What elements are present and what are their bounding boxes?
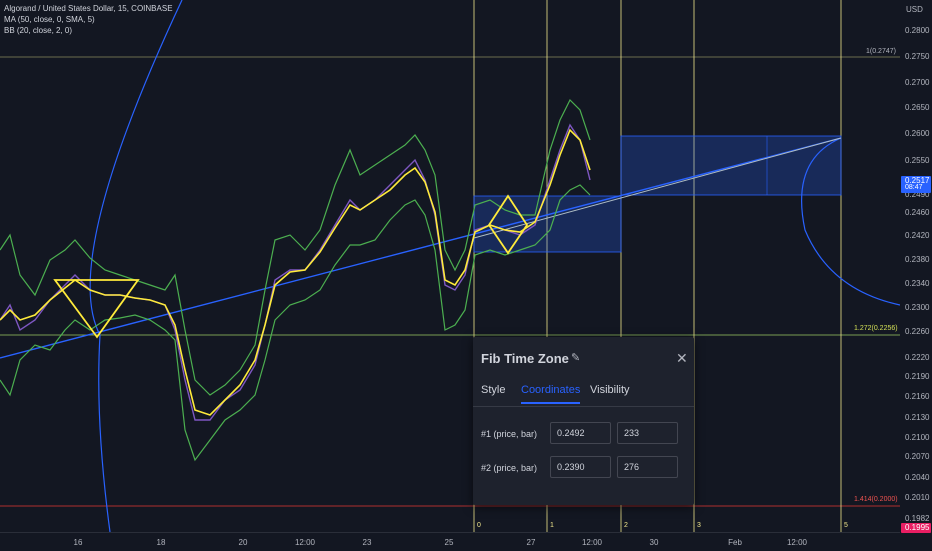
price-tick: 0.2420 — [905, 231, 930, 240]
fib-level-low-label: 1.414(0.2000) — [854, 496, 898, 503]
price-tick: 0.2600 — [905, 129, 930, 138]
price-tick: 0.2010 — [905, 493, 930, 502]
zone-number-1: 1 — [550, 522, 554, 529]
coord-row-2-bar-input[interactable]: 276 — [617, 456, 678, 478]
zone-number-0: 0 — [477, 522, 481, 529]
price-tick: 0.2190 — [905, 372, 930, 381]
time-axis[interactable]: 16 18 20 12:00 23 25 27 12:00 30 Feb 12:… — [0, 532, 900, 551]
range-box-2[interactable] — [620, 135, 842, 196]
fib-level-top-label: 1(0.2747) — [866, 48, 896, 55]
fib-arc-small — [801, 137, 900, 306]
time-tick: 16 — [73, 538, 83, 547]
price-tick: 0.2100 — [905, 433, 930, 442]
fib-time-zone-dialog[interactable]: Fib Time Zone ✎ ✕ Style Coordinates Visi… — [473, 337, 694, 505]
bb-lower-band — [0, 184, 591, 462]
current-price-badge: 0.2517 08:47 — [901, 176, 931, 193]
price-tick: 0.2750 — [905, 52, 930, 61]
time-tick: 12:00 — [581, 538, 603, 547]
time-tick: 27 — [526, 538, 536, 547]
price-tick: 0.2490 — [905, 190, 930, 199]
lower-price-badge: 0.1995 — [901, 523, 931, 533]
countdown: 08:47 — [905, 184, 923, 191]
time-tick: 12:00 — [294, 538, 316, 547]
price-tick: 0.2070 — [905, 452, 930, 461]
price-chart[interactable] — [0, 0, 900, 532]
tab-visibility[interactable]: Visibility — [590, 384, 630, 396]
dialog-title: Fib Time Zone — [481, 351, 569, 366]
coord-row-1-label: #1 (price, bar) — [481, 429, 538, 439]
pattern-triangle-left[interactable] — [53, 279, 140, 339]
price-axis[interactable]: USD 0.2800 0.2750 0.2700 0.2650 0.2600 0… — [900, 0, 932, 550]
range-box-1[interactable] — [473, 195, 622, 253]
chart-area[interactable]: Algorand / United States Dollar, 15, COI… — [0, 0, 900, 532]
price-tick: 0.2650 — [905, 103, 930, 112]
dialog-tabs: Style Coordinates Visibility — [473, 381, 694, 407]
time-tick: 12:00 — [786, 538, 808, 547]
price-tick: 0.2040 — [905, 473, 930, 482]
time-tick: 25 — [444, 538, 454, 547]
fib-level-mid-label: 1.272(0.2256) — [854, 325, 898, 332]
ma-line — [0, 128, 591, 416]
tab-style[interactable]: Style — [481, 384, 506, 396]
tab-coordinates[interactable]: Coordinates — [521, 384, 581, 404]
currency-label: USD — [906, 5, 923, 14]
time-tick: Feb — [728, 538, 742, 547]
price-tick: 0.2160 — [905, 392, 930, 401]
time-tick: 30 — [649, 538, 659, 547]
close-icon[interactable]: ✕ — [676, 350, 688, 366]
bb-upper-band — [0, 98, 591, 396]
coord-row-2-price-input[interactable]: 0.2390 — [550, 456, 611, 478]
pattern-diamond[interactable] — [487, 194, 529, 255]
chart-legend: Algorand / United States Dollar, 15, COI… — [4, 3, 173, 36]
price-tick: 0.2220 — [905, 353, 930, 362]
legend-bb[interactable]: BB (20, close, 2, 0) — [4, 26, 73, 35]
price-tick: 0.1982 — [905, 514, 930, 523]
price-tick: 0.2550 — [905, 156, 930, 165]
price-tick: 0.2130 — [905, 413, 930, 422]
zone-number-3: 3 — [697, 522, 701, 529]
time-tick: 18 — [156, 538, 166, 547]
price-tick: 0.2380 — [905, 255, 930, 264]
trend-line[interactable] — [0, 137, 842, 359]
price-tick: 0.2260 — [905, 327, 930, 336]
price-tick: 0.2800 — [905, 26, 930, 35]
coord-row-2-label: #2 (price, bar) — [481, 463, 538, 473]
price-tick: 0.2460 — [905, 208, 930, 217]
edit-pencil-icon[interactable]: ✎ — [571, 352, 581, 364]
time-tick: 23 — [362, 538, 372, 547]
fib-arc-large — [89, 0, 183, 532]
legend-symbol[interactable]: Algorand / United States Dollar, 15, COI… — [4, 4, 173, 13]
coord-row-1-price-input[interactable]: 0.2492 — [550, 422, 611, 444]
current-price: 0.2517 — [905, 176, 930, 185]
price-tick: 0.2340 — [905, 279, 930, 288]
zone-number-5: 5 — [844, 522, 848, 529]
time-tick: 20 — [238, 538, 248, 547]
price-tick: 0.2700 — [905, 78, 930, 87]
lower-price: 0.1995 — [905, 523, 930, 532]
zone-number-2: 2 — [624, 522, 628, 529]
price-tick: 0.2300 — [905, 303, 930, 312]
legend-ma[interactable]: MA (50, close, 0, SMA, 5) — [4, 15, 95, 24]
coord-row-1-bar-input[interactable]: 233 — [617, 422, 678, 444]
